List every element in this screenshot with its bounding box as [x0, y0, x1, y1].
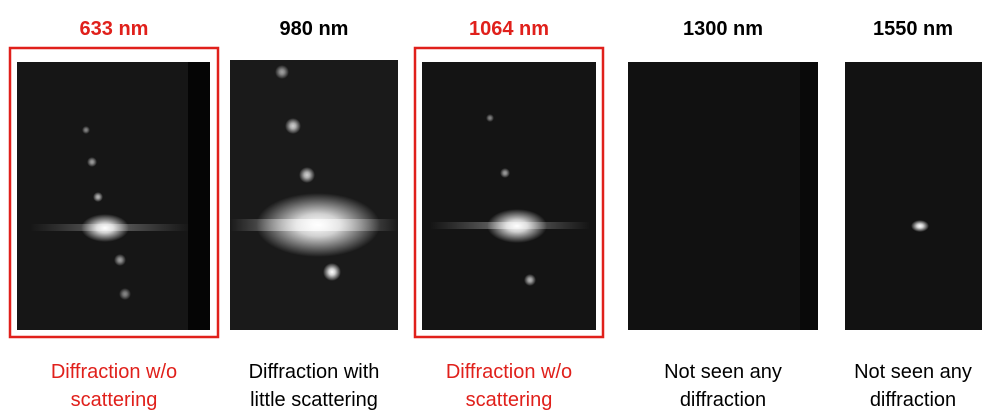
spot [114, 254, 126, 266]
panel-title: 1064 nm [469, 18, 549, 40]
panel-caption: diffraction [870, 389, 956, 411]
image-shadow [800, 62, 818, 330]
image [422, 62, 596, 330]
panel-caption: scattering [71, 389, 158, 411]
spot [87, 157, 97, 167]
figure: 633 nm Diffraction w/o scattering 980 nm Dif… [0, 0, 995, 411]
spot [119, 288, 131, 300]
panel [223, 48, 405, 337]
panel-caption: Not seen any [854, 361, 972, 383]
spot [82, 126, 90, 134]
panel [10, 48, 218, 337]
panel-title: 980 nm [280, 18, 349, 40]
spot [93, 192, 103, 202]
panel-caption: diffraction [680, 389, 766, 411]
panel-caption: scattering [466, 389, 553, 411]
spot [911, 220, 929, 232]
panel-caption: Diffraction w/o [51, 361, 177, 383]
image-shadow [188, 62, 210, 330]
panel-title: 1300 nm [683, 18, 763, 40]
panel [838, 48, 989, 337]
panel-caption: Diffraction with [249, 361, 380, 383]
panel-caption: little scattering [250, 389, 378, 411]
panel-title: 633 nm [80, 18, 149, 40]
spot [524, 274, 536, 286]
panel-caption: Diffraction w/o [446, 361, 572, 383]
spot [81, 214, 129, 242]
image [628, 62, 818, 330]
panel-title: 1550 nm [873, 18, 953, 40]
panel [415, 48, 603, 337]
image [17, 62, 210, 330]
spot [486, 114, 494, 122]
panel-caption: Not seen any [664, 361, 782, 383]
spot [285, 118, 301, 134]
spot [323, 263, 341, 281]
spot [299, 167, 315, 183]
panel [621, 48, 825, 337]
spot [500, 168, 510, 178]
spot [256, 193, 380, 257]
spot [487, 209, 547, 243]
image [845, 62, 982, 330]
spot [275, 65, 289, 79]
